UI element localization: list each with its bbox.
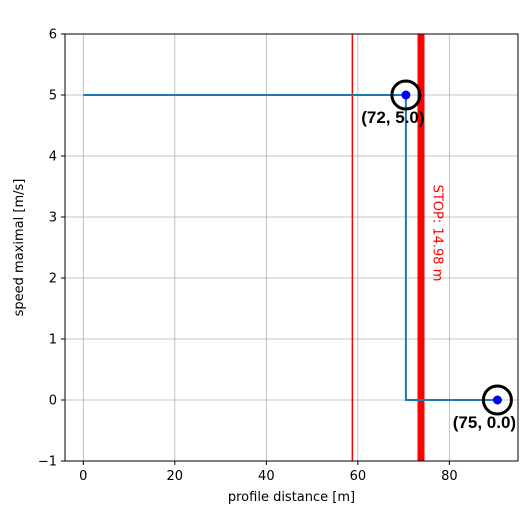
y-tick-label: 4 — [49, 150, 57, 165]
marker-point — [492, 395, 502, 405]
ticks-layer: 0 20 40 60 80 −1 0 1 2 3 4 5 6 — [38, 28, 458, 485]
grid-layer — [65, 33, 518, 462]
x-tick-label: 80 — [441, 469, 458, 484]
y-tick-label: −1 — [38, 455, 57, 470]
x-tick-label: 20 — [167, 469, 184, 484]
x-tick-label: 0 — [79, 469, 87, 484]
y-tick-label: 6 — [49, 28, 57, 43]
markers-layer: (72, 5.0) (75, 0.0) — [361, 79, 516, 432]
series-layer — [83, 94, 498, 401]
marker-ring — [390, 79, 422, 111]
stop-distance-label: STOP: 14.98 m — [429, 185, 444, 282]
x-axis-label: profile distance [m] — [228, 490, 355, 505]
y-tick-label: 5 — [49, 89, 57, 104]
speed-series-line — [83, 94, 498, 401]
x-tick-label: 40 — [258, 469, 275, 484]
x-tick-label: 60 — [350, 469, 367, 484]
y-axis-label: speed maximal [m/s] — [12, 179, 27, 317]
stop-lines — [351, 34, 425, 461]
y-tick-label: 1 — [49, 333, 57, 348]
y-tick-label: 3 — [49, 211, 57, 226]
y-tick-label: 0 — [49, 394, 57, 409]
marker-ring — [481, 384, 513, 416]
plot-frame — [64, 33, 519, 462]
marker-point — [401, 90, 411, 100]
marker-label: (72, 5.0) — [361, 108, 424, 127]
y-tick-label: 2 — [49, 272, 57, 287]
marker-label: (75, 0.0) — [453, 413, 516, 432]
